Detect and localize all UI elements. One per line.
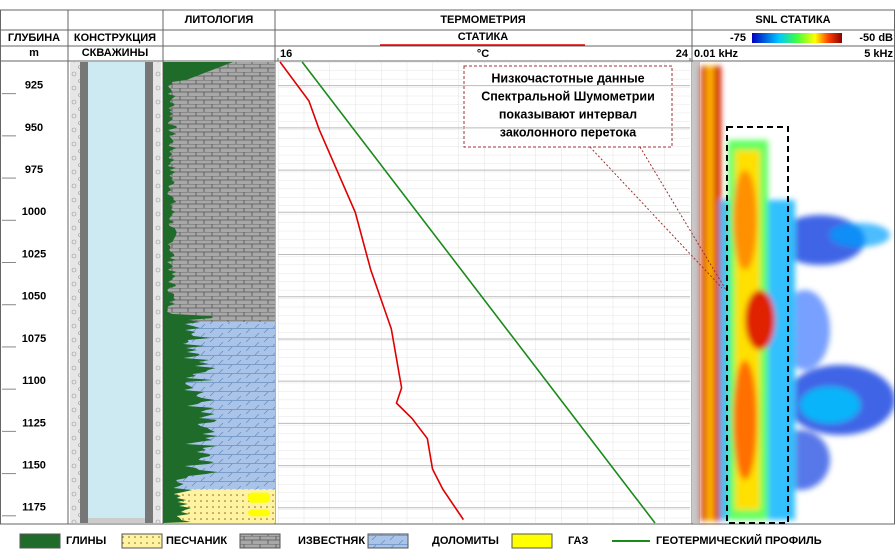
depth-unit: m: [29, 47, 39, 59]
annotation-line: Спектральной Шумометрии: [481, 89, 655, 103]
y-tick-label: 1175: [22, 502, 46, 514]
legend-swatch: [20, 534, 60, 548]
snl-max: -50 dB: [859, 32, 893, 44]
color-bar: [752, 33, 842, 43]
construction-header: КОНСТРУКЦИЯ: [74, 32, 156, 44]
snl-header: SNL СТАТИКА: [755, 14, 830, 26]
well-construction: [70, 62, 161, 523]
legend-label: ГЛИНЫ: [66, 535, 107, 547]
construction-header: СКВАЖИНЫ: [82, 47, 149, 59]
x-tick-label: 16: [280, 48, 292, 60]
legend-label: ДОЛОМИТЫ: [432, 535, 499, 547]
gas-interval: [248, 493, 270, 503]
headers: ГЛУБИНА m КОНСТРУКЦИЯ СКВАЖИНЫ ЛИТОЛОГИЯ…: [8, 14, 894, 60]
annotation-line: показывают интервал: [499, 107, 637, 121]
y-tick-label: 1050: [22, 291, 46, 303]
legend-label: ГАЗ: [568, 535, 588, 547]
y-tick-label: 1125: [22, 417, 46, 429]
legend-label: ПЕСЧАНИК: [166, 535, 227, 547]
chart-title: ТЕРМОМЕТРИЯ: [440, 14, 525, 26]
series-header: СТАТИКА: [458, 31, 508, 43]
y-tick-label: 1000: [22, 206, 46, 218]
legend-swatch: [240, 534, 280, 548]
legend-swatch: [122, 534, 162, 548]
lithology-interval: [163, 62, 275, 322]
x-tick-label: 24: [676, 48, 689, 60]
freq-max: 5 kHz: [864, 48, 893, 60]
legend-label: ИЗВЕСТНЯК: [298, 535, 365, 547]
y-tick-label: 1150: [22, 459, 46, 471]
y-tick-label: 1075: [22, 333, 46, 345]
y-tick-label: 950: [25, 122, 43, 134]
legend-swatch: [512, 534, 552, 548]
y-tick-label: 1100: [22, 375, 46, 387]
lithology-header: ЛИТОЛОГИЯ: [185, 14, 254, 26]
well-log: Низкочастотные данные Спектральной Шумом…: [0, 0, 895, 552]
y-tick-label: 1025: [22, 248, 46, 260]
x-axis-label: °C: [477, 48, 489, 60]
legend-swatch: [368, 534, 408, 548]
legend-label: ГЕОТЕРМИЧЕСКИЙ ПРОФИЛЬ: [656, 534, 822, 547]
y-tick-label: 925: [25, 80, 43, 92]
snl-heatmap: [692, 62, 895, 523]
legend: ГЛИНЫ ПЕСЧАНИК ИЗВЕСТНЯК ДОЛОМИТЫ ГАЗ ГЕОТЕРМ…: [20, 534, 822, 548]
annotation-line: Низкочастотные данные: [491, 71, 644, 85]
freq-min: 0.01 kHz: [694, 48, 739, 60]
depth-header: ГЛУБИНА: [8, 32, 60, 44]
y-tick-label: 975: [25, 164, 43, 176]
gas-interval: [248, 509, 270, 516]
snl-min: -75: [730, 32, 746, 44]
